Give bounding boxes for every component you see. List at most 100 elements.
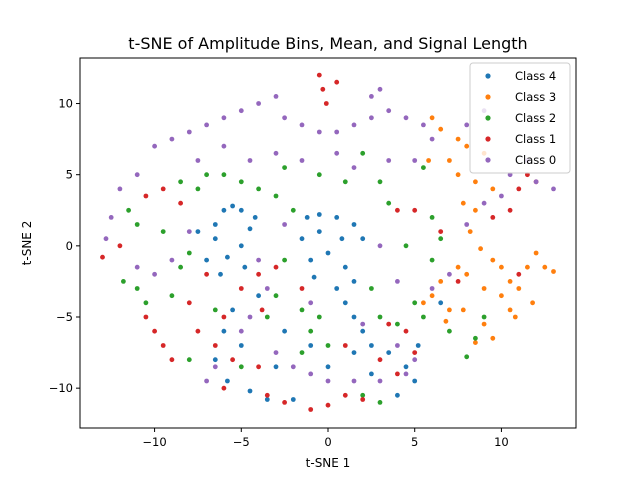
data-point xyxy=(386,200,392,206)
y-tick-label: −10 xyxy=(49,381,73,395)
data-point xyxy=(308,371,314,377)
data-point xyxy=(247,226,253,232)
data-point xyxy=(334,286,340,291)
data-point xyxy=(447,307,452,313)
data-point xyxy=(225,378,230,384)
data-point xyxy=(238,179,244,185)
data-point xyxy=(100,254,105,260)
data-point xyxy=(218,271,223,277)
data-point xyxy=(464,222,470,227)
data-point xyxy=(530,300,535,306)
data-point xyxy=(134,172,140,178)
legend-label: Class 1 xyxy=(515,132,556,146)
data-point xyxy=(238,328,244,334)
data-point xyxy=(273,293,279,299)
data-point xyxy=(323,101,329,106)
data-point xyxy=(369,343,374,348)
series-class-4 xyxy=(195,203,444,402)
data-point xyxy=(316,212,322,217)
data-point xyxy=(464,122,470,128)
data-point xyxy=(160,343,166,348)
data-point xyxy=(421,122,426,128)
data-point xyxy=(273,193,279,199)
data-point xyxy=(152,143,158,149)
data-point xyxy=(204,271,210,277)
data-point xyxy=(460,307,466,313)
data-point xyxy=(204,172,210,178)
data-point xyxy=(108,215,114,220)
data-point xyxy=(481,314,487,320)
data-point xyxy=(369,115,374,121)
data-point xyxy=(360,397,366,402)
data-point xyxy=(342,264,348,270)
data-point xyxy=(169,136,175,142)
data-point xyxy=(369,371,374,377)
legend-marker xyxy=(485,157,491,163)
y-tick-label: 0 xyxy=(66,239,73,253)
data-point xyxy=(342,392,348,398)
data-point xyxy=(473,340,478,345)
y-axis-label: t-SNE 2 xyxy=(20,221,34,266)
data-point xyxy=(542,264,548,270)
data-point xyxy=(290,364,296,370)
data-point xyxy=(481,200,487,206)
data-point xyxy=(186,357,192,363)
chart-title: t-SNE of Amplitude Bins, Mean, and Signa… xyxy=(128,34,527,53)
data-point xyxy=(429,257,435,263)
y-tick-label: −5 xyxy=(56,310,73,324)
data-point xyxy=(134,286,140,291)
data-point xyxy=(299,158,305,163)
data-point xyxy=(221,314,227,320)
data-point xyxy=(429,215,435,220)
data-point xyxy=(395,321,400,327)
data-point xyxy=(299,286,305,291)
data-point xyxy=(299,236,305,242)
data-point xyxy=(455,136,461,142)
data-point xyxy=(334,129,340,135)
data-point xyxy=(264,392,270,398)
data-point xyxy=(551,269,556,274)
data-point xyxy=(438,279,444,284)
data-point xyxy=(308,257,314,263)
data-point xyxy=(230,203,236,209)
data-point xyxy=(264,314,270,320)
data-point xyxy=(238,243,244,249)
x-tick-label: 5 xyxy=(411,435,418,449)
data-point xyxy=(221,143,227,149)
data-point xyxy=(447,158,452,163)
data-point xyxy=(525,264,530,270)
data-point xyxy=(342,300,348,306)
data-point xyxy=(395,392,400,398)
data-point xyxy=(429,136,435,142)
data-point xyxy=(143,193,149,199)
data-point xyxy=(360,321,366,327)
data-point xyxy=(186,300,192,306)
data-point xyxy=(247,158,253,163)
y-tick-label: 10 xyxy=(58,97,73,111)
data-point xyxy=(395,343,400,348)
data-point xyxy=(195,186,201,192)
data-point xyxy=(238,343,244,348)
data-point xyxy=(360,392,366,398)
data-point xyxy=(204,257,210,263)
data-point xyxy=(282,115,287,121)
data-point xyxy=(507,307,513,313)
data-point xyxy=(273,264,279,270)
data-point xyxy=(152,328,158,334)
x-tick-label: 0 xyxy=(324,435,331,449)
data-point xyxy=(551,186,556,192)
data-point xyxy=(316,229,322,235)
data-point xyxy=(490,257,496,263)
data-point xyxy=(360,328,366,334)
data-point xyxy=(490,186,496,192)
data-point xyxy=(443,318,449,324)
data-point xyxy=(369,94,374,99)
data-point xyxy=(473,207,478,213)
data-point xyxy=(126,207,131,213)
data-point xyxy=(221,385,227,391)
data-point xyxy=(273,150,279,156)
data-point xyxy=(533,250,539,256)
data-point xyxy=(386,321,392,327)
data-point xyxy=(204,378,210,384)
data-point xyxy=(339,236,345,242)
